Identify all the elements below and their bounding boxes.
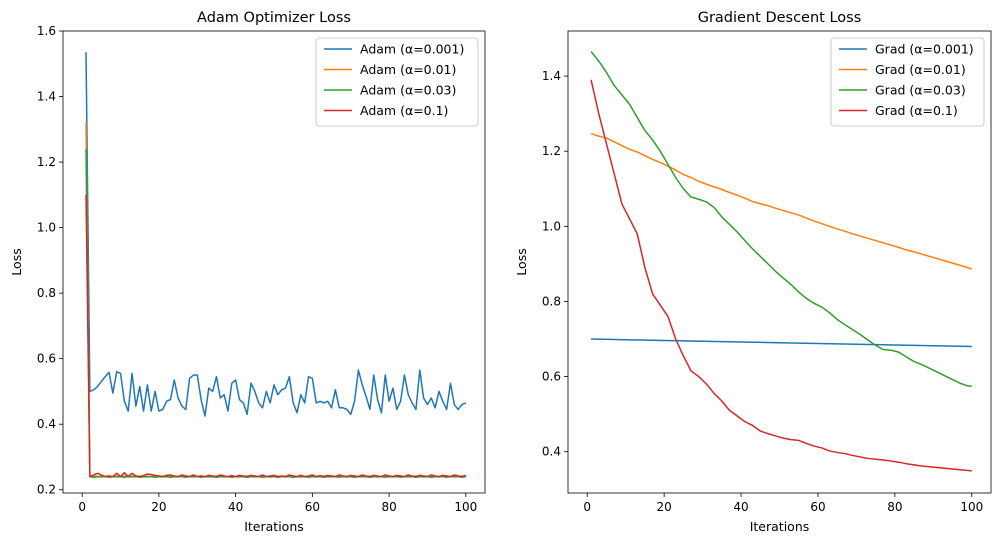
chart-title: Gradient Descent Loss [698,10,862,26]
legend-box [830,37,985,127]
y-tick-label: 0.2 [37,483,56,497]
legend-label: Adam (α=0.001) [360,42,464,57]
y-tick-label: 1.0 [542,219,561,233]
y-tick-label: 0.6 [542,370,561,384]
x-tick-label: 60 [810,500,825,514]
y-tick-label: 0.8 [37,286,56,300]
x-axis-label: Iterations [244,519,304,534]
legend: Grad (α=0.001) Grad (α=0.01) Grad (α=0.03)… [830,37,985,127]
legend-box [315,37,479,127]
y-tick-label: 1.0 [37,221,56,235]
legend-label: Adam (α=0.03) [360,83,456,98]
series-line-1 [591,338,972,348]
x-tick-label: 80 [887,500,902,514]
x-tick-label: 20 [151,500,166,514]
y-tick-label: 0.8 [542,294,561,308]
legend-label: Grad (α=0.001) [875,42,974,57]
series-line-2 [85,122,466,478]
x-tick-label: 40 [733,500,748,514]
chart-panel-1: 0 20 40 60 80 100 0.2 0.4 0.6 0.8 1.0 1.2 1.4 1.6 Adam… [9,10,486,534]
x-tick-label: 40 [228,500,243,514]
x-axis-label: Iterations [750,519,810,534]
series-line-4 [590,79,972,472]
y-tick-label: 1.2 [37,155,56,169]
y-tick-label: 1.6 [37,24,56,38]
x-tick-label: 60 [305,500,320,514]
legend-label: Grad (α=0.01) [875,62,966,77]
y-tick-label: 0.4 [542,445,561,459]
series-line-4 [85,194,467,478]
x-tick-label: 0 [583,500,591,514]
chart-panel-2: 0 20 40 60 80 100 0.4 0.6 0.8 1.0 1.2 1.4 Gradient D… [514,10,992,534]
series-line-3 [590,51,972,387]
axes-frame [567,30,992,494]
chart-title: Adam Optimizer Loss [197,10,351,26]
x-tick-label: 80 [381,500,396,514]
legend-label: Adam (α=0.1) [360,103,448,118]
legend-label: Grad (α=0.1) [875,103,958,118]
axes-frame [62,30,486,494]
y-tick-label: 0.6 [37,352,56,366]
x-tick-label: 100 [454,500,477,514]
y-axis-label: Loss [514,248,529,275]
y-tick-label: 0.4 [37,417,56,431]
series-line-3 [85,148,466,479]
series-line-2 [590,132,973,270]
y-axis-label: Loss [9,248,24,275]
y-tick-label: 1.4 [37,90,56,104]
legend: Adam (α=0.001) Adam (α=0.01) Adam (α=0.03)… [315,37,479,127]
y-tick-label: 1.4 [542,69,561,83]
legend-label: Grad (α=0.03) [875,83,966,98]
x-tick-label: 100 [960,500,983,514]
y-tick-label: 1.2 [542,144,561,158]
x-tick-label: 0 [78,500,86,514]
legend-label: Adam (α=0.01) [360,62,456,77]
series-line-1 [85,52,467,417]
x-tick-label: 20 [656,500,671,514]
